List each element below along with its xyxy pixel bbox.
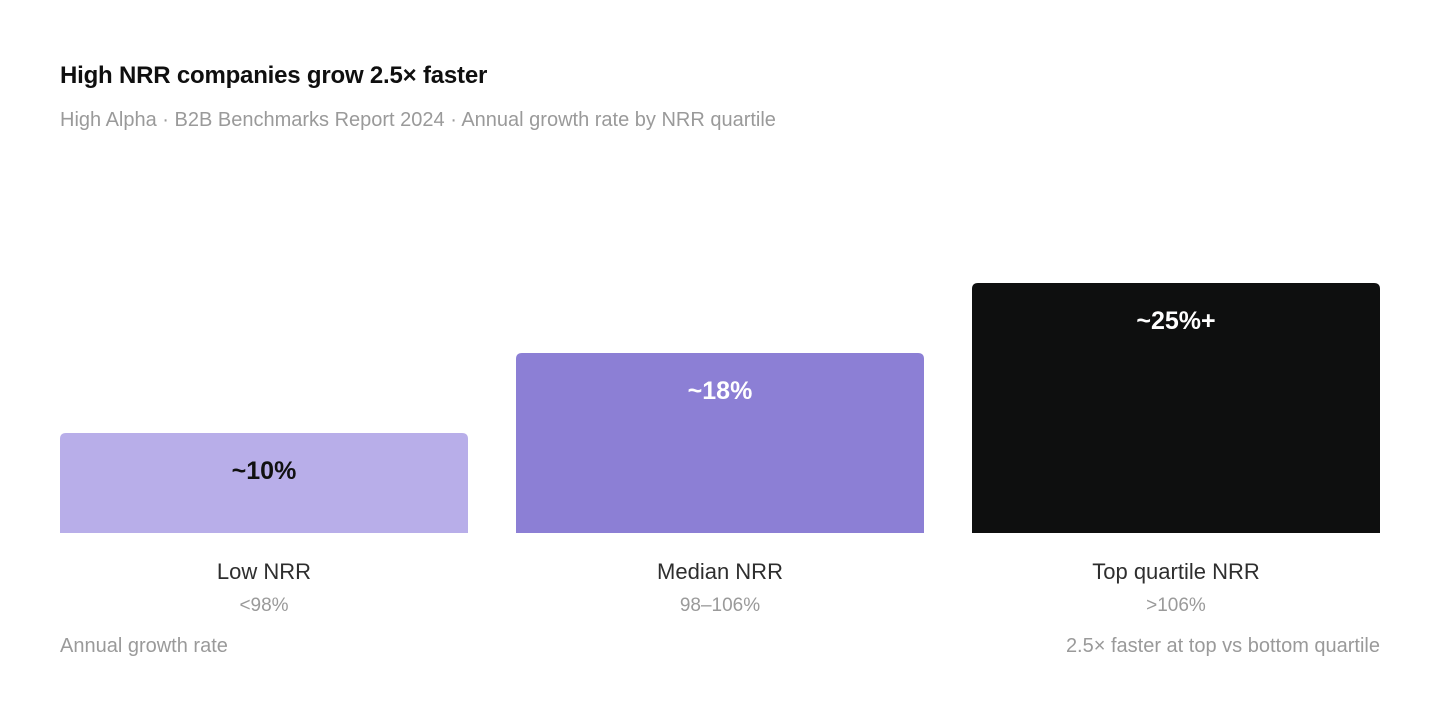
chart-subtitle: High Alpha · B2B Benchmarks Report 2024 …: [60, 109, 776, 131]
bar-median-nrr: [516, 353, 924, 533]
bar-group-low-nrr: ~10% Low NRR <98%: [60, 433, 468, 616]
chart-title: High NRR companies grow 2.5× faster: [60, 62, 488, 89]
y-axis-note: Annual growth rate: [60, 635, 228, 657]
category-label-top-quartile-nrr: Top quartile NRR: [1092, 559, 1260, 584]
value-label-low-nrr: ~10%: [232, 457, 297, 485]
bar-group-top-quartile-nrr: ~25%+ Top quartile NRR >106%: [972, 283, 1380, 616]
bar-top-quartile-nrr: [972, 283, 1380, 533]
bar-group-median-nrr: ~18% Median NRR 98–106%: [516, 353, 924, 616]
value-label-median-nrr: ~18%: [688, 377, 753, 405]
bar-low-nrr: [60, 433, 468, 533]
range-label-low-nrr: <98%: [239, 595, 288, 616]
category-label-median-nrr: Median NRR: [657, 559, 783, 584]
range-label-top-quartile-nrr: >106%: [1146, 595, 1206, 616]
comparison-note: 2.5× faster at top vs bottom quartile: [1065, 635, 1380, 657]
value-label-top-quartile-nrr: ~25%+: [1136, 307, 1215, 335]
range-label-median-nrr: 98–106%: [680, 595, 760, 616]
category-label-low-nrr: Low NRR: [217, 559, 311, 584]
